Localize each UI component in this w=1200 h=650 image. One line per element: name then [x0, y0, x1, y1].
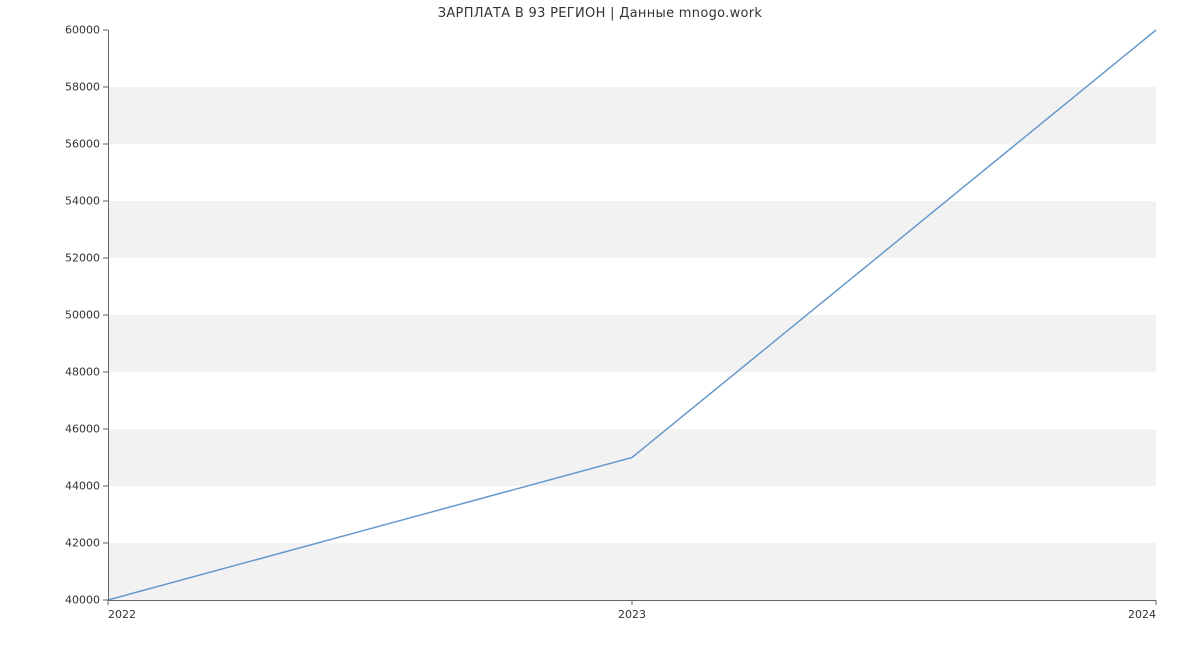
y-tick-label: 52000 [65, 252, 100, 265]
plot-area: 4000042000440004600048000500005200054000… [108, 30, 1156, 600]
y-tick [103, 144, 108, 145]
x-tick [108, 600, 109, 605]
y-tick-label: 44000 [65, 480, 100, 493]
y-axis-line [108, 30, 109, 600]
salary-line-chart: ЗАРПЛАТА В 93 РЕГИОН | Данные mnogo.work… [0, 0, 1200, 650]
y-tick [103, 372, 108, 373]
x-tick [632, 600, 633, 605]
chart-title: ЗАРПЛАТА В 93 РЕГИОН | Данные mnogo.work [0, 6, 1200, 21]
y-tick-label: 56000 [65, 138, 100, 151]
y-tick-label: 42000 [65, 537, 100, 550]
x-tick-label: 2023 [618, 608, 646, 621]
y-tick [103, 30, 108, 31]
x-tick-label: 2022 [108, 608, 136, 621]
x-tick-label: 2024 [1128, 608, 1156, 621]
data-line [108, 30, 1156, 600]
y-tick [103, 486, 108, 487]
y-tick [103, 429, 108, 430]
y-tick-label: 50000 [65, 309, 100, 322]
y-tick-label: 54000 [65, 195, 100, 208]
y-tick [103, 87, 108, 88]
x-tick [1156, 600, 1157, 605]
y-tick [103, 201, 108, 202]
y-tick-label: 60000 [65, 24, 100, 37]
y-tick [103, 543, 108, 544]
y-tick [103, 258, 108, 259]
y-tick [103, 315, 108, 316]
y-tick-label: 58000 [65, 81, 100, 94]
y-tick-label: 40000 [65, 594, 100, 607]
y-tick-label: 46000 [65, 423, 100, 436]
y-tick-label: 48000 [65, 366, 100, 379]
